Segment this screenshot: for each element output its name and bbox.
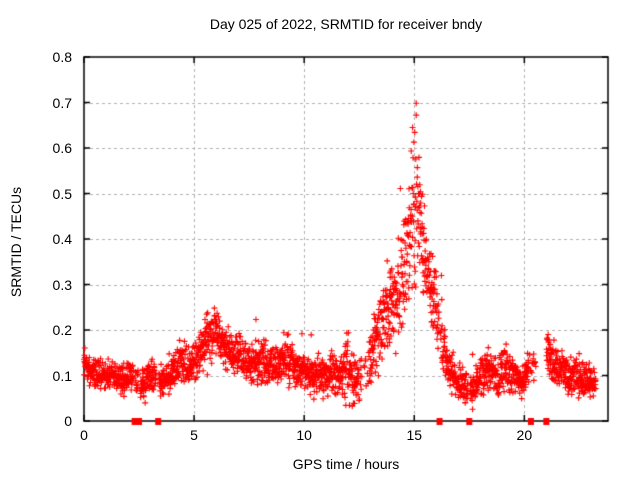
y-tick-label: 0.4 <box>52 231 72 247</box>
x-tick-label: 20 <box>516 427 533 443</box>
y-tick-label: 0 <box>64 413 72 429</box>
y-tick-label: 0.5 <box>52 185 72 202</box>
y-tick-label: 0.3 <box>52 276 72 293</box>
x-tick-label: 5 <box>190 427 198 443</box>
y-tick-label: 0.2 <box>52 322 72 338</box>
y-tick-label: 0.6 <box>52 140 72 156</box>
x-axis-label: GPS time / hours <box>292 456 400 472</box>
y-tick-label: 0.8 <box>52 49 72 65</box>
x-tick-label: 10 <box>296 427 312 443</box>
x-tick-label: 15 <box>406 427 423 443</box>
x-tick-label: 0 <box>80 427 88 443</box>
chart-title: Day 025 of 2022, SRMTID for receiver bnd… <box>209 16 483 32</box>
y-tick-label: 0.1 <box>52 367 72 384</box>
y-tick-label: 0.7 <box>52 94 72 111</box>
